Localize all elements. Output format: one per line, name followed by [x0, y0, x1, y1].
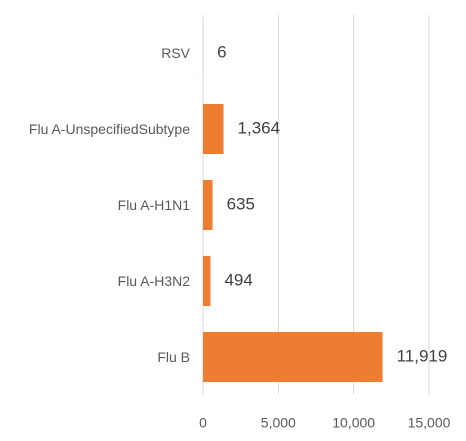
y-tick-label: Flu A-H1N1	[117, 197, 190, 213]
bar	[203, 180, 213, 230]
data-label: 1,364	[238, 118, 281, 137]
x-tick-label: 0	[199, 415, 207, 431]
bar	[203, 332, 383, 382]
y-tick-label: Flu A-H3N2	[117, 273, 190, 289]
data-label: 11,919	[397, 346, 448, 365]
y-tick-label: Flu A-UnspecifiedSubtype	[28, 121, 190, 137]
x-tick-label: 10,000	[332, 415, 375, 431]
bar	[203, 104, 224, 154]
y-tick-label: RSV	[161, 45, 190, 61]
data-label: 494	[224, 270, 252, 289]
data-label: 635	[227, 194, 255, 213]
data-label: 6	[217, 42, 226, 61]
x-tick-label: 5,000	[261, 415, 296, 431]
bar	[203, 256, 211, 306]
y-tick-label: Flu B	[157, 349, 190, 365]
x-tick-label: 15,000	[408, 415, 451, 431]
